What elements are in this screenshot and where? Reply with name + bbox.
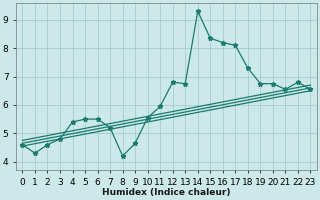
X-axis label: Humidex (Indice chaleur): Humidex (Indice chaleur): [102, 188, 231, 197]
